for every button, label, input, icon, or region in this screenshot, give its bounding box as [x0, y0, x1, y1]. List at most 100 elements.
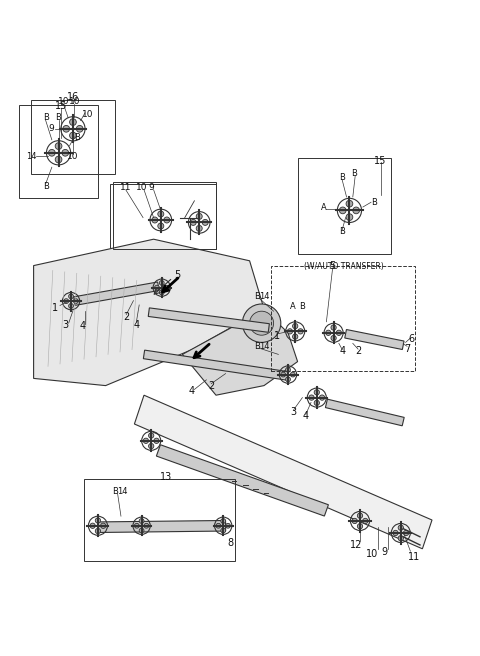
Circle shape: [346, 214, 353, 220]
Circle shape: [221, 528, 226, 533]
Bar: [113, 182, 216, 249]
Circle shape: [346, 200, 353, 207]
Circle shape: [73, 298, 78, 304]
Circle shape: [309, 395, 314, 400]
Circle shape: [226, 523, 230, 528]
Text: 2: 2: [208, 380, 215, 390]
Circle shape: [393, 530, 398, 535]
Circle shape: [314, 390, 320, 395]
Text: 9: 9: [149, 183, 155, 192]
Circle shape: [164, 217, 170, 223]
Circle shape: [398, 525, 403, 530]
Text: 10: 10: [136, 183, 147, 192]
Bar: [19, 105, 98, 198]
Text: 11: 11: [120, 183, 132, 192]
Text: 10: 10: [67, 152, 79, 161]
Circle shape: [158, 211, 164, 217]
Text: B: B: [372, 197, 377, 207]
Text: 9: 9: [381, 547, 387, 557]
Polygon shape: [34, 239, 264, 386]
Text: 1: 1: [52, 303, 58, 313]
Text: B: B: [56, 113, 61, 122]
Circle shape: [202, 219, 208, 226]
Text: 4: 4: [339, 346, 345, 356]
Text: A: A: [289, 302, 295, 311]
Text: 11: 11: [408, 552, 420, 562]
Circle shape: [69, 294, 73, 298]
Circle shape: [159, 290, 164, 295]
Text: 4: 4: [303, 411, 309, 421]
Text: 10: 10: [69, 97, 80, 106]
Text: 16: 16: [67, 92, 80, 102]
Bar: [298, 157, 391, 254]
Circle shape: [286, 367, 290, 372]
Circle shape: [159, 281, 164, 285]
Circle shape: [62, 150, 69, 156]
FancyArrow shape: [156, 445, 328, 516]
Text: B: B: [351, 169, 357, 178]
Text: 10: 10: [58, 97, 69, 106]
Bar: [31, 100, 115, 174]
Text: 10: 10: [366, 548, 378, 559]
Text: 4: 4: [133, 319, 139, 329]
Circle shape: [221, 518, 226, 523]
Circle shape: [139, 528, 144, 533]
Text: 9: 9: [48, 124, 54, 133]
Text: 15: 15: [374, 156, 387, 166]
Circle shape: [293, 334, 298, 339]
Circle shape: [154, 438, 159, 443]
Text: 1: 1: [275, 331, 280, 340]
Polygon shape: [134, 395, 432, 549]
Circle shape: [70, 119, 76, 125]
Text: B: B: [43, 182, 48, 191]
Text: 5: 5: [174, 270, 181, 280]
Circle shape: [331, 325, 336, 330]
Circle shape: [139, 518, 144, 523]
Circle shape: [95, 528, 100, 534]
Text: 2: 2: [123, 312, 130, 322]
FancyArrow shape: [98, 520, 226, 533]
Circle shape: [149, 443, 154, 449]
Circle shape: [325, 330, 331, 335]
Circle shape: [357, 523, 363, 529]
Circle shape: [152, 217, 158, 223]
Circle shape: [398, 535, 403, 541]
Circle shape: [134, 523, 139, 528]
Text: B: B: [112, 487, 118, 496]
Bar: [271, 266, 415, 371]
Circle shape: [314, 400, 320, 405]
Circle shape: [216, 523, 221, 528]
Text: 5: 5: [329, 260, 336, 270]
Circle shape: [190, 219, 196, 226]
Circle shape: [90, 523, 95, 528]
Text: 6: 6: [408, 333, 414, 344]
Text: B: B: [43, 113, 48, 122]
Circle shape: [64, 298, 69, 304]
Circle shape: [290, 372, 295, 377]
Circle shape: [298, 329, 303, 334]
Text: 4: 4: [189, 386, 195, 396]
Text: 14: 14: [259, 293, 270, 301]
Circle shape: [95, 518, 100, 523]
Circle shape: [196, 226, 202, 232]
Circle shape: [55, 143, 62, 150]
Circle shape: [286, 377, 290, 382]
Text: 14: 14: [26, 152, 36, 161]
Text: 14: 14: [259, 342, 269, 351]
FancyArrow shape: [144, 350, 288, 380]
Circle shape: [155, 285, 159, 290]
Circle shape: [149, 433, 154, 438]
Text: B: B: [339, 228, 345, 237]
Circle shape: [363, 518, 368, 523]
Text: 14: 14: [117, 487, 128, 496]
Circle shape: [281, 372, 286, 377]
Text: (W/AUTO TRANSFER): (W/AUTO TRANSFER): [304, 262, 384, 271]
Circle shape: [69, 304, 73, 308]
Circle shape: [55, 156, 62, 163]
Text: 15: 15: [55, 101, 67, 112]
Polygon shape: [182, 310, 298, 395]
Circle shape: [287, 329, 293, 334]
Text: 7: 7: [404, 344, 410, 354]
Circle shape: [196, 213, 202, 219]
Circle shape: [63, 125, 70, 132]
